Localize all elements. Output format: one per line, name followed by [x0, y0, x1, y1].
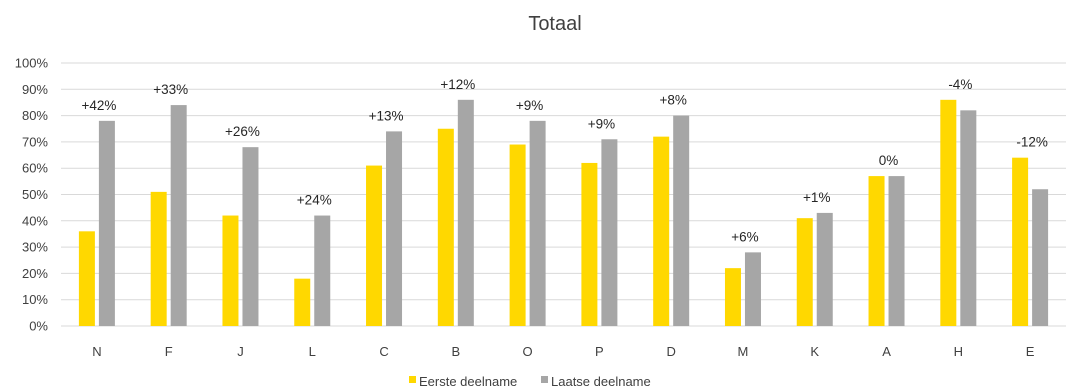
bar-laatse-deelname — [386, 131, 403, 326]
data-label: +24% — [297, 193, 332, 208]
bar-eerste-deelname — [940, 99, 957, 326]
bar-laatse-deelname — [314, 215, 331, 326]
data-label: +6% — [731, 229, 758, 244]
bars — [78, 99, 1049, 326]
bar-eerste-deelname — [78, 231, 95, 326]
bar-eerste-deelname — [724, 268, 741, 326]
legend-label-laatse: Laatse deelname — [551, 374, 651, 389]
legend-swatch-eerste — [409, 376, 416, 383]
x-tick-label: C — [379, 344, 388, 359]
bar-eerste-deelname — [222, 215, 239, 326]
data-label: 0% — [879, 153, 899, 168]
x-tick-label: A — [882, 344, 891, 359]
bar-eerste-deelname — [437, 128, 454, 326]
x-tick-label: E — [1026, 344, 1035, 359]
bar-laatse-deelname — [242, 147, 259, 326]
bar-laatse-deelname — [816, 212, 833, 326]
chart-title: Totaal — [528, 13, 581, 35]
bar-eerste-deelname — [509, 144, 526, 326]
x-tick-label: L — [309, 344, 316, 359]
legend-swatch-laatse — [541, 376, 548, 383]
bar-eerste-deelname — [366, 165, 383, 326]
x-tick-label: P — [595, 344, 604, 359]
bar-eerste-deelname — [653, 136, 670, 326]
data-label: +26% — [225, 124, 260, 139]
bar-eerste-deelname — [294, 278, 311, 326]
data-label: +42% — [81, 98, 116, 113]
bar-eerste-deelname — [581, 162, 598, 326]
x-tick-label: J — [237, 344, 244, 359]
bar-eerste-deelname — [1012, 157, 1029, 326]
x-tick-label: D — [666, 344, 675, 359]
bar-laatse-deelname — [744, 252, 761, 326]
x-tick-label: F — [165, 344, 173, 359]
bar-eerste-deelname — [796, 218, 813, 326]
y-tick-label: 80% — [22, 108, 48, 123]
x-tick-label: K — [810, 344, 819, 359]
bar-laatse-deelname — [457, 99, 474, 326]
x-tick-label: O — [523, 344, 533, 359]
x-tick-label: N — [92, 344, 101, 359]
data-labels: +42% +33% +26% +24% +13% +12% +9% +9% +8% +6% +1% 0… — [81, 77, 1047, 245]
bar-laatse-deelname — [888, 176, 905, 326]
data-label: +8% — [659, 93, 686, 108]
bar-laatse-deelname — [601, 139, 618, 326]
data-label: -4% — [948, 77, 972, 92]
y-tick-label: 60% — [22, 161, 48, 176]
y-tick-label: 50% — [22, 187, 48, 202]
bar-laatse-deelname — [529, 120, 546, 326]
bar-laatse-deelname — [98, 120, 115, 326]
data-label: +33% — [153, 82, 188, 97]
bar-laatse-deelname — [960, 110, 977, 326]
y-tick-label: 40% — [22, 213, 48, 228]
bar-eerste-deelname — [150, 191, 167, 326]
y-tick-label: 20% — [22, 266, 48, 281]
y-tick-label: 10% — [22, 292, 48, 307]
data-label: +13% — [369, 108, 404, 123]
data-label: +9% — [516, 98, 543, 113]
bar-laatse-deelname — [1032, 189, 1049, 326]
bar-laatse-deelname — [673, 115, 690, 326]
y-tick-label: 100% — [15, 56, 49, 71]
data-label: +9% — [588, 116, 615, 131]
x-tick-label: H — [954, 344, 963, 359]
legend: Eerste deelname Laatse deelname — [409, 374, 651, 389]
bar-laatse-deelname — [170, 105, 187, 326]
data-label: -12% — [1016, 135, 1048, 150]
y-axis-ticks: 0% 10% 20% 30% 40% 50% 60% 70% 80% 90% 100% — [15, 56, 49, 334]
data-label: +12% — [440, 77, 475, 92]
gridlines — [61, 62, 1066, 327]
x-tick-label: B — [451, 344, 460, 359]
y-tick-label: 0% — [29, 319, 48, 334]
y-tick-label: 90% — [22, 82, 48, 97]
x-tick-label: M — [738, 344, 749, 359]
y-tick-label: 30% — [22, 240, 48, 255]
y-tick-label: 70% — [22, 134, 48, 149]
bar-eerste-deelname — [868, 176, 885, 326]
legend-label-eerste: Eerste deelname — [419, 374, 517, 389]
data-label: +1% — [803, 190, 830, 205]
